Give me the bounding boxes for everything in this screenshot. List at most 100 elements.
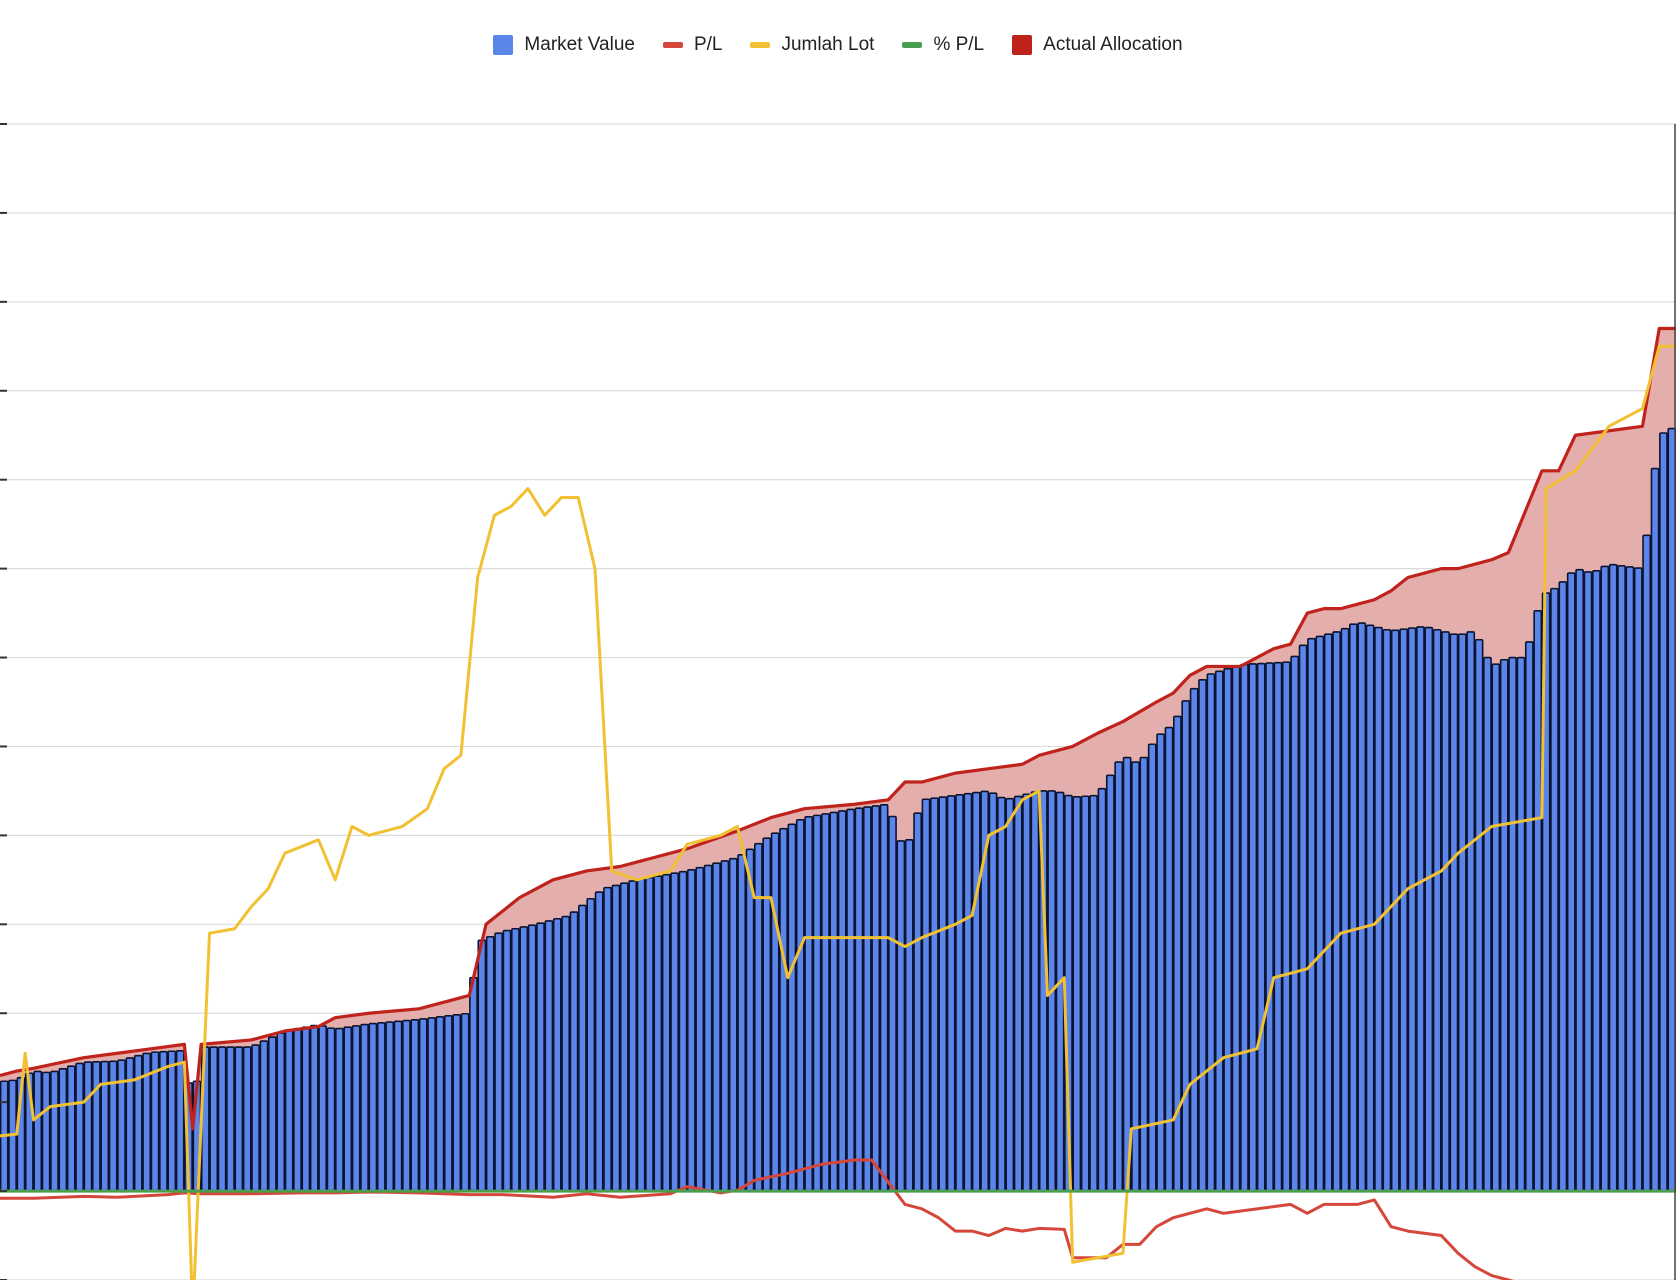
market-value-bar bbox=[712, 862, 721, 1192]
market-value-bar bbox=[1642, 534, 1652, 1192]
legend-label-pl: P/L bbox=[693, 34, 723, 55]
market-value-bar bbox=[1407, 627, 1417, 1192]
series-lines bbox=[0, 326, 1676, 1280]
market-value-bar bbox=[50, 1070, 59, 1192]
market-value-bar bbox=[1189, 687, 1199, 1192]
market-value-bar bbox=[217, 1046, 227, 1192]
legend-item-jumlah-lot[interactable]: Jumlah Lot bbox=[750, 34, 874, 56]
market-value-bar bbox=[720, 860, 730, 1192]
market-value-bar bbox=[452, 1013, 462, 1192]
legend-item-actual-allocation[interactable]: Actual Allocation bbox=[1012, 34, 1183, 56]
market-value-bar bbox=[787, 823, 797, 1192]
market-value-bar bbox=[1273, 661, 1283, 1192]
market-value-bar bbox=[393, 1020, 403, 1192]
market-value-bar bbox=[1256, 662, 1266, 1192]
market-value-bar bbox=[33, 1070, 43, 1192]
market-value-bar bbox=[1005, 797, 1015, 1192]
market-value-bar bbox=[1030, 791, 1040, 1192]
legend-label-market-value: Market Value bbox=[524, 34, 635, 55]
market-value-bar bbox=[284, 1029, 294, 1192]
market-value-bar bbox=[1214, 670, 1224, 1192]
market-value-bar bbox=[309, 1024, 319, 1192]
market-value-bar bbox=[1592, 570, 1601, 1192]
market-value-bar bbox=[1457, 633, 1467, 1192]
market-value-bar bbox=[1357, 622, 1367, 1192]
market-value-bar bbox=[611, 884, 621, 1192]
market-value-bar bbox=[159, 1050, 168, 1192]
market-value-bar bbox=[1416, 626, 1425, 1192]
market-value-bar bbox=[1348, 623, 1358, 1192]
market-value-bar bbox=[519, 926, 529, 1192]
market-value-bar bbox=[695, 866, 705, 1192]
market-value-bar bbox=[83, 1061, 93, 1192]
market-value-bar bbox=[1290, 655, 1300, 1192]
market-value-bar bbox=[1315, 635, 1325, 1192]
market-value-bar bbox=[427, 1017, 436, 1192]
market-value-bar bbox=[418, 1018, 428, 1192]
actual-allocation-line bbox=[0, 326, 1676, 1131]
market-value-bar bbox=[804, 816, 814, 1192]
market-value-bar bbox=[360, 1023, 369, 1192]
legend-item-market-value[interactable]: Market Value bbox=[493, 34, 635, 56]
market-value-bar bbox=[896, 840, 906, 1192]
market-value-bar bbox=[1013, 795, 1023, 1192]
market-value-bar bbox=[502, 929, 512, 1192]
market-value-bar bbox=[737, 854, 747, 1192]
legend-item-pct-pl[interactable]: % P/L bbox=[902, 34, 984, 56]
market-value-bar bbox=[1625, 566, 1635, 1192]
legend-label-jumlah-lot: Jumlah Lot bbox=[781, 34, 875, 55]
market-value-bar bbox=[1432, 628, 1442, 1192]
market-value-bar bbox=[460, 1012, 470, 1192]
legend-swatch-pct-pl bbox=[902, 42, 923, 48]
market-value-bar bbox=[1248, 663, 1258, 1192]
market-value-bar bbox=[318, 1025, 328, 1192]
market-value-bar bbox=[1265, 662, 1274, 1192]
market-value-bar bbox=[293, 1027, 302, 1192]
market-value-bar bbox=[75, 1062, 84, 1192]
market-value-bar bbox=[929, 797, 939, 1192]
axes bbox=[0, 123, 1676, 1280]
market-value-bar bbox=[251, 1044, 260, 1192]
market-value-bar bbox=[385, 1021, 395, 1192]
market-value-bar bbox=[443, 1015, 453, 1192]
market-value-bar bbox=[1089, 794, 1098, 1192]
legend-label-actual-allocation: Actual Allocation bbox=[1043, 34, 1183, 55]
market-value-bar bbox=[1055, 791, 1065, 1192]
market-value-bar bbox=[913, 812, 923, 1192]
market-value-bar bbox=[1181, 700, 1191, 1192]
market-value-bar bbox=[402, 1019, 411, 1192]
market-value-bar bbox=[1600, 565, 1610, 1192]
market-value-bar bbox=[125, 1057, 135, 1192]
market-value-bar bbox=[485, 935, 495, 1192]
market-value-bar bbox=[1491, 663, 1501, 1192]
market-value-bar bbox=[209, 1046, 219, 1192]
legend-item-pl[interactable]: P/L bbox=[662, 34, 723, 56]
market-value-bar bbox=[469, 976, 478, 1192]
market-value-bar bbox=[58, 1068, 68, 1192]
market-value-bar bbox=[41, 1071, 51, 1192]
market-value-bar bbox=[108, 1060, 118, 1192]
market-value-bar bbox=[1399, 628, 1409, 1192]
market-value-bar bbox=[1558, 581, 1568, 1192]
market-value-bar bbox=[578, 904, 587, 1192]
market-value-bar bbox=[686, 869, 696, 1192]
market-value-bar bbox=[343, 1026, 353, 1192]
market-value-bar bbox=[1474, 638, 1484, 1192]
market-value-bar bbox=[645, 876, 654, 1192]
market-value-bar bbox=[1499, 658, 1509, 1192]
market-value-bar bbox=[1206, 673, 1216, 1192]
market-value-bar bbox=[536, 922, 545, 1192]
market-value-bar bbox=[1097, 787, 1107, 1192]
market-value-bar bbox=[586, 897, 596, 1192]
market-value-bar bbox=[561, 915, 571, 1192]
market-value-bar bbox=[997, 796, 1006, 1192]
market-value-bar bbox=[175, 1050, 185, 1192]
market-value-bar bbox=[259, 1040, 269, 1192]
market-value-bar bbox=[226, 1046, 235, 1192]
market-value-bar bbox=[1483, 656, 1492, 1192]
market-value-bar bbox=[1114, 761, 1124, 1192]
market-value-bar bbox=[670, 872, 679, 1192]
market-value-bar bbox=[1508, 656, 1517, 1192]
market-value-bar bbox=[628, 880, 638, 1192]
market-value-bar bbox=[653, 875, 663, 1192]
